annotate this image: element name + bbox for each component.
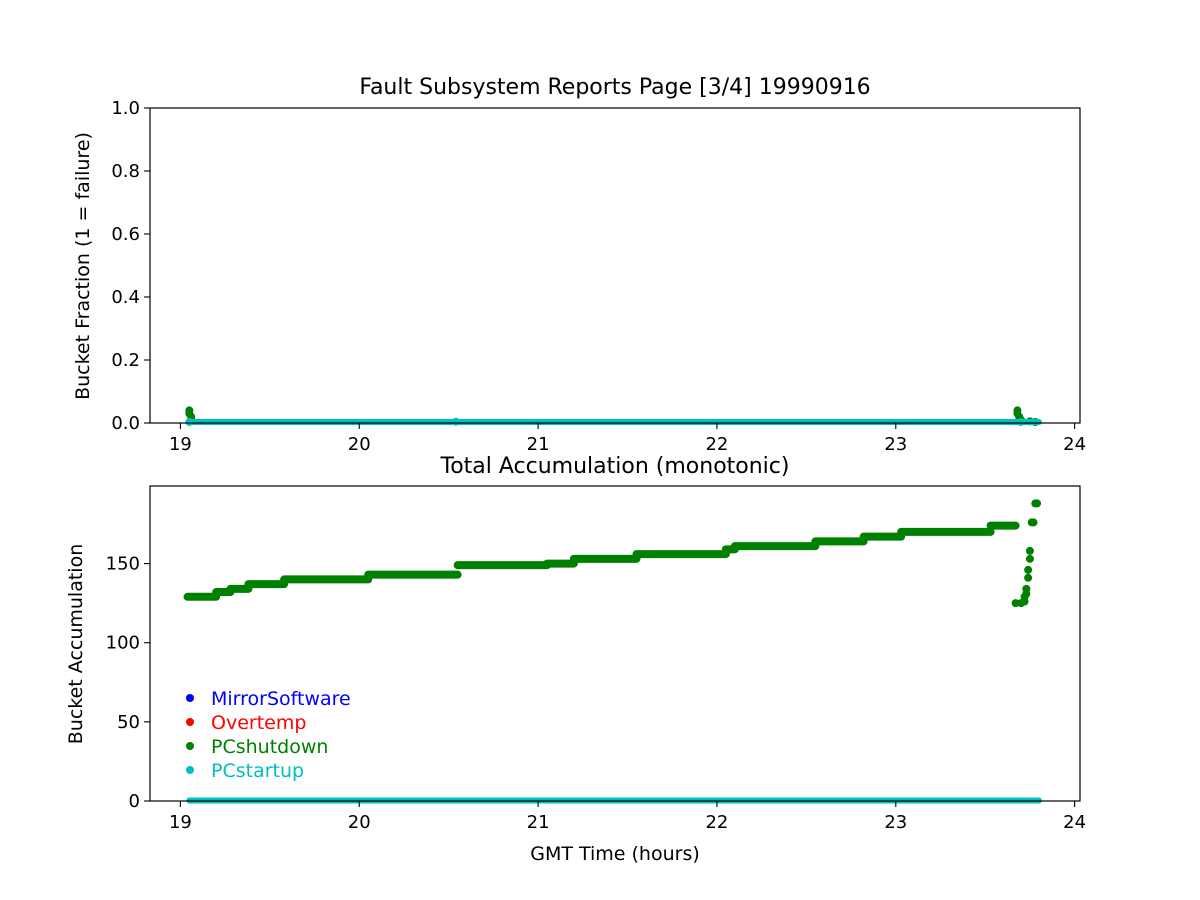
- y-tick-label: 1.0: [111, 98, 140, 119]
- legend-marker-pcstartup: [186, 766, 194, 774]
- legend-label-overtemp: Overtemp: [211, 712, 306, 734]
- pcshutdown-point: [1025, 554, 1034, 563]
- top-chart-panel: Fault Subsystem Reports Page [3/4] 19990…: [72, 75, 1086, 455]
- x-tick-label: 19: [169, 434, 192, 455]
- legend-label-mirrorsoftware: MirrorSoftware: [211, 688, 351, 710]
- pcshutdown-point: [1022, 584, 1031, 593]
- pcshutdown-point: [1033, 499, 1042, 508]
- x-tick-label: 20: [348, 812, 371, 833]
- pcshutdown-point: [1029, 518, 1038, 527]
- pcshutdown-point: [1024, 565, 1033, 574]
- x-tick-label: 21: [527, 812, 550, 833]
- legend-marker-pcshutdown: [186, 742, 194, 750]
- pcshutdown-point: [1025, 546, 1034, 555]
- x-tick-label: 24: [1063, 812, 1086, 833]
- bottom-chart-ylabel: Bucket Accumulation: [65, 544, 87, 745]
- y-tick-label: 0.6: [111, 224, 140, 245]
- x-tick-label: 19: [169, 812, 192, 833]
- y-tick-label: 0.4: [111, 287, 140, 308]
- y-tick-label: 0.0: [111, 413, 140, 434]
- legend-marker-mirrorsoftware: [186, 694, 194, 702]
- legend-label-pcstartup: PCstartup: [211, 760, 304, 782]
- pcshutdown-point: [1024, 573, 1033, 582]
- x-tick-label: 23: [884, 812, 907, 833]
- top-chart-frame: [149, 107, 1081, 424]
- y-tick-label: 50: [117, 712, 140, 733]
- legend-marker-overtemp: [186, 718, 194, 726]
- pcstartup-point: [185, 418, 194, 427]
- bottom-chart-panel: Total Accumulation (monotonic) Bucket Ac…: [65, 454, 1086, 865]
- x-tick-label: 21: [527, 434, 550, 455]
- bottom-chart-frame: [149, 485, 1081, 802]
- bottom-chart-title: Total Accumulation (monotonic): [440, 454, 790, 479]
- top-chart-ticks: 19 20 21 22 23 24 0.0 0.2 0.4 0.6 0.8 1.0: [111, 98, 1086, 455]
- x-tick-label: 20: [348, 434, 371, 455]
- top-chart-marks: [185, 406, 1042, 427]
- top-chart-ylabel: Bucket Fraction (1 = failure): [72, 132, 94, 400]
- pcstartup-point: [1016, 418, 1025, 427]
- x-tick-label: 23: [884, 434, 907, 455]
- y-tick-label: 100: [106, 633, 140, 654]
- bottom-chart-xlabel: GMT Time (hours): [530, 843, 700, 865]
- y-tick-label: 150: [106, 554, 140, 575]
- legend-label-pcshutdown: PCshutdown: [211, 736, 328, 758]
- x-tick-label: 22: [705, 434, 728, 455]
- y-tick-label: 0.8: [111, 161, 140, 182]
- bottom-chart-ticks: 19 20 21 22 23 24 0 50 100 150: [106, 554, 1086, 833]
- x-tick-label: 24: [1063, 434, 1086, 455]
- pcstartup-point: [451, 417, 460, 426]
- y-tick-label: 0.2: [111, 350, 140, 371]
- y-tick-label: 0: [129, 791, 140, 812]
- top-chart-title: Fault Subsystem Reports Page [3/4] 19990…: [359, 75, 870, 100]
- x-tick-label: 22: [705, 812, 728, 833]
- bottom-chart-legend: MirrorSoftwareOvertempPCshutdownPCstartu…: [186, 688, 351, 782]
